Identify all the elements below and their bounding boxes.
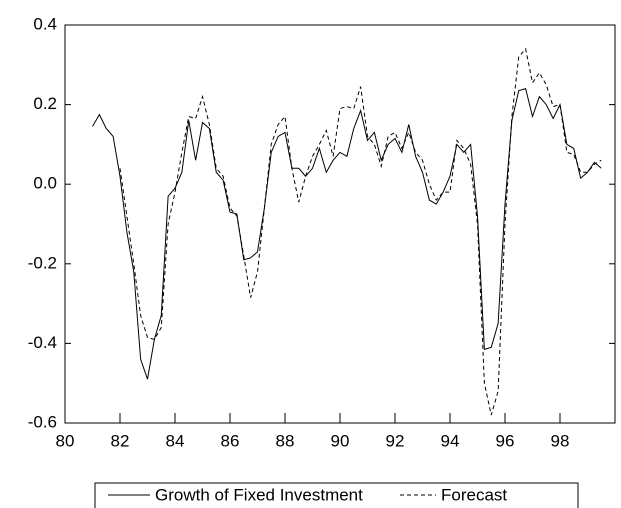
- y-tick-label: 0.0: [33, 174, 57, 193]
- x-tick-label: 90: [331, 431, 350, 450]
- y-tick-label: -0.6: [28, 412, 57, 431]
- series-line: [119, 47, 602, 416]
- x-tick-label: 96: [496, 431, 515, 450]
- x-tick-label: 98: [551, 431, 570, 450]
- y-tick-label: 0.2: [33, 94, 57, 113]
- legend-label: Growth of Fixed Investment: [155, 485, 363, 504]
- y-tick-label: -0.2: [28, 253, 57, 272]
- legend-box: [94, 482, 579, 508]
- x-tick-label: 82: [111, 431, 130, 450]
- y-tick-label: 0.4: [33, 14, 57, 33]
- x-tick-label: 80: [56, 431, 75, 450]
- y-tick-label: -0.4: [28, 333, 57, 352]
- x-tick-label: 88: [276, 431, 295, 450]
- x-tick-label: 84: [166, 431, 185, 450]
- x-tick-label: 92: [386, 431, 405, 450]
- x-tick-label: 94: [441, 431, 460, 450]
- series-line: [92, 88, 602, 380]
- x-tick-label: 86: [221, 431, 240, 450]
- plot-frame: [64, 24, 616, 424]
- legend-label: Forecast: [441, 485, 507, 504]
